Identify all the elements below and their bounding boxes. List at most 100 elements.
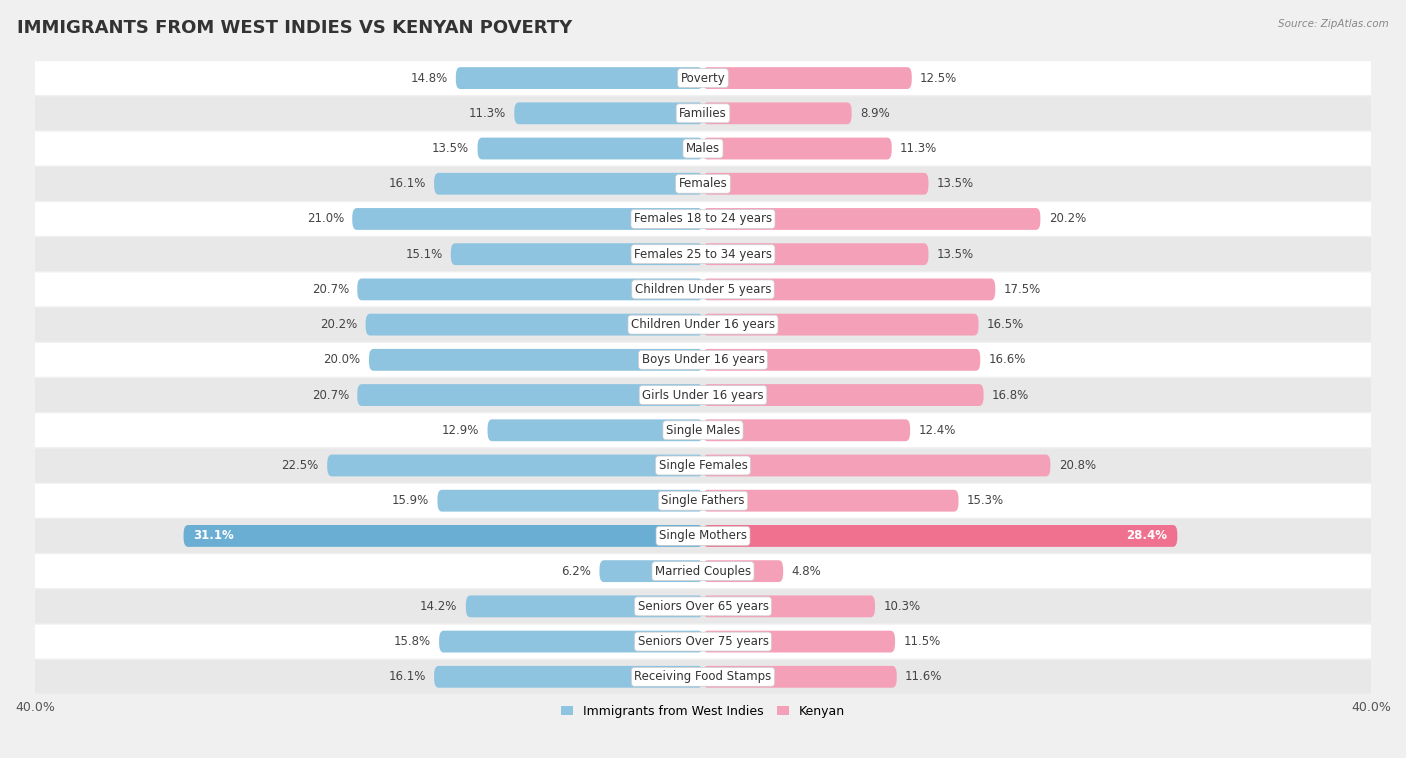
Text: 20.7%: 20.7% — [312, 283, 349, 296]
Text: Females: Females — [679, 177, 727, 190]
Text: 20.0%: 20.0% — [323, 353, 360, 366]
Text: 15.1%: 15.1% — [405, 248, 443, 261]
FancyBboxPatch shape — [35, 308, 1371, 342]
Text: 16.6%: 16.6% — [988, 353, 1026, 366]
Text: 16.1%: 16.1% — [388, 670, 426, 683]
FancyBboxPatch shape — [703, 173, 928, 195]
Text: Seniors Over 75 years: Seniors Over 75 years — [637, 635, 769, 648]
Text: 20.7%: 20.7% — [312, 389, 349, 402]
FancyBboxPatch shape — [35, 660, 1371, 694]
Text: 14.8%: 14.8% — [411, 71, 447, 85]
Text: 11.5%: 11.5% — [904, 635, 941, 648]
Text: 15.9%: 15.9% — [392, 494, 429, 507]
Text: 12.4%: 12.4% — [918, 424, 956, 437]
FancyBboxPatch shape — [703, 384, 984, 406]
Text: Children Under 16 years: Children Under 16 years — [631, 318, 775, 331]
FancyBboxPatch shape — [703, 138, 891, 159]
Text: 16.5%: 16.5% — [987, 318, 1024, 331]
FancyBboxPatch shape — [35, 484, 1371, 518]
FancyBboxPatch shape — [703, 67, 911, 89]
Text: 11.3%: 11.3% — [468, 107, 506, 120]
FancyBboxPatch shape — [488, 419, 703, 441]
FancyBboxPatch shape — [35, 96, 1371, 130]
FancyBboxPatch shape — [35, 343, 1371, 377]
FancyBboxPatch shape — [328, 455, 703, 477]
Text: 15.8%: 15.8% — [394, 635, 430, 648]
Text: 16.1%: 16.1% — [388, 177, 426, 190]
Text: IMMIGRANTS FROM WEST INDIES VS KENYAN POVERTY: IMMIGRANTS FROM WEST INDIES VS KENYAN PO… — [17, 19, 572, 37]
FancyBboxPatch shape — [35, 202, 1371, 236]
FancyBboxPatch shape — [35, 554, 1371, 588]
Text: Poverty: Poverty — [681, 71, 725, 85]
Text: 28.4%: 28.4% — [1126, 529, 1167, 543]
Text: Seniors Over 65 years: Seniors Over 65 years — [637, 600, 769, 613]
Text: Boys Under 16 years: Boys Under 16 years — [641, 353, 765, 366]
Text: Receiving Food Stamps: Receiving Food Stamps — [634, 670, 772, 683]
Text: 31.1%: 31.1% — [194, 529, 235, 543]
FancyBboxPatch shape — [184, 525, 703, 547]
FancyBboxPatch shape — [478, 138, 703, 159]
FancyBboxPatch shape — [434, 666, 703, 688]
FancyBboxPatch shape — [35, 272, 1371, 306]
FancyBboxPatch shape — [456, 67, 703, 89]
FancyBboxPatch shape — [368, 349, 703, 371]
FancyBboxPatch shape — [366, 314, 703, 336]
FancyBboxPatch shape — [703, 243, 928, 265]
FancyBboxPatch shape — [451, 243, 703, 265]
FancyBboxPatch shape — [35, 61, 1371, 95]
Text: Families: Families — [679, 107, 727, 120]
FancyBboxPatch shape — [703, 455, 1050, 477]
FancyBboxPatch shape — [703, 525, 1177, 547]
FancyBboxPatch shape — [703, 560, 783, 582]
FancyBboxPatch shape — [357, 384, 703, 406]
Text: 13.5%: 13.5% — [936, 177, 974, 190]
FancyBboxPatch shape — [703, 631, 896, 653]
Text: 13.5%: 13.5% — [936, 248, 974, 261]
FancyBboxPatch shape — [703, 314, 979, 336]
FancyBboxPatch shape — [437, 490, 703, 512]
FancyBboxPatch shape — [703, 419, 910, 441]
FancyBboxPatch shape — [35, 378, 1371, 412]
FancyBboxPatch shape — [35, 449, 1371, 482]
FancyBboxPatch shape — [35, 519, 1371, 553]
FancyBboxPatch shape — [703, 349, 980, 371]
FancyBboxPatch shape — [599, 560, 703, 582]
Text: 11.3%: 11.3% — [900, 142, 938, 155]
Text: 14.2%: 14.2% — [420, 600, 457, 613]
FancyBboxPatch shape — [35, 167, 1371, 201]
Text: Females 25 to 34 years: Females 25 to 34 years — [634, 248, 772, 261]
Text: 21.0%: 21.0% — [307, 212, 344, 225]
Text: 15.3%: 15.3% — [967, 494, 1004, 507]
FancyBboxPatch shape — [703, 278, 995, 300]
Text: 12.9%: 12.9% — [441, 424, 479, 437]
Text: 13.5%: 13.5% — [432, 142, 470, 155]
Text: 16.8%: 16.8% — [993, 389, 1029, 402]
Text: Single Females: Single Females — [658, 459, 748, 472]
Text: 17.5%: 17.5% — [1004, 283, 1040, 296]
FancyBboxPatch shape — [434, 173, 703, 195]
Text: 4.8%: 4.8% — [792, 565, 821, 578]
Text: Single Fathers: Single Fathers — [661, 494, 745, 507]
FancyBboxPatch shape — [703, 208, 1040, 230]
FancyBboxPatch shape — [35, 413, 1371, 447]
Text: Females 18 to 24 years: Females 18 to 24 years — [634, 212, 772, 225]
FancyBboxPatch shape — [35, 132, 1371, 165]
Text: 8.9%: 8.9% — [860, 107, 890, 120]
FancyBboxPatch shape — [515, 102, 703, 124]
Text: Single Males: Single Males — [666, 424, 740, 437]
Text: 20.2%: 20.2% — [1049, 212, 1085, 225]
Text: 11.6%: 11.6% — [905, 670, 942, 683]
Text: 22.5%: 22.5% — [281, 459, 319, 472]
Text: 20.8%: 20.8% — [1059, 459, 1095, 472]
FancyBboxPatch shape — [357, 278, 703, 300]
FancyBboxPatch shape — [703, 490, 959, 512]
Legend: Immigrants from West Indies, Kenyan: Immigrants from West Indies, Kenyan — [555, 700, 851, 723]
Text: 10.3%: 10.3% — [883, 600, 921, 613]
Text: 6.2%: 6.2% — [561, 565, 591, 578]
FancyBboxPatch shape — [439, 631, 703, 653]
FancyBboxPatch shape — [353, 208, 703, 230]
FancyBboxPatch shape — [703, 596, 875, 617]
Text: 12.5%: 12.5% — [920, 71, 957, 85]
Text: Children Under 5 years: Children Under 5 years — [634, 283, 772, 296]
FancyBboxPatch shape — [35, 625, 1371, 659]
